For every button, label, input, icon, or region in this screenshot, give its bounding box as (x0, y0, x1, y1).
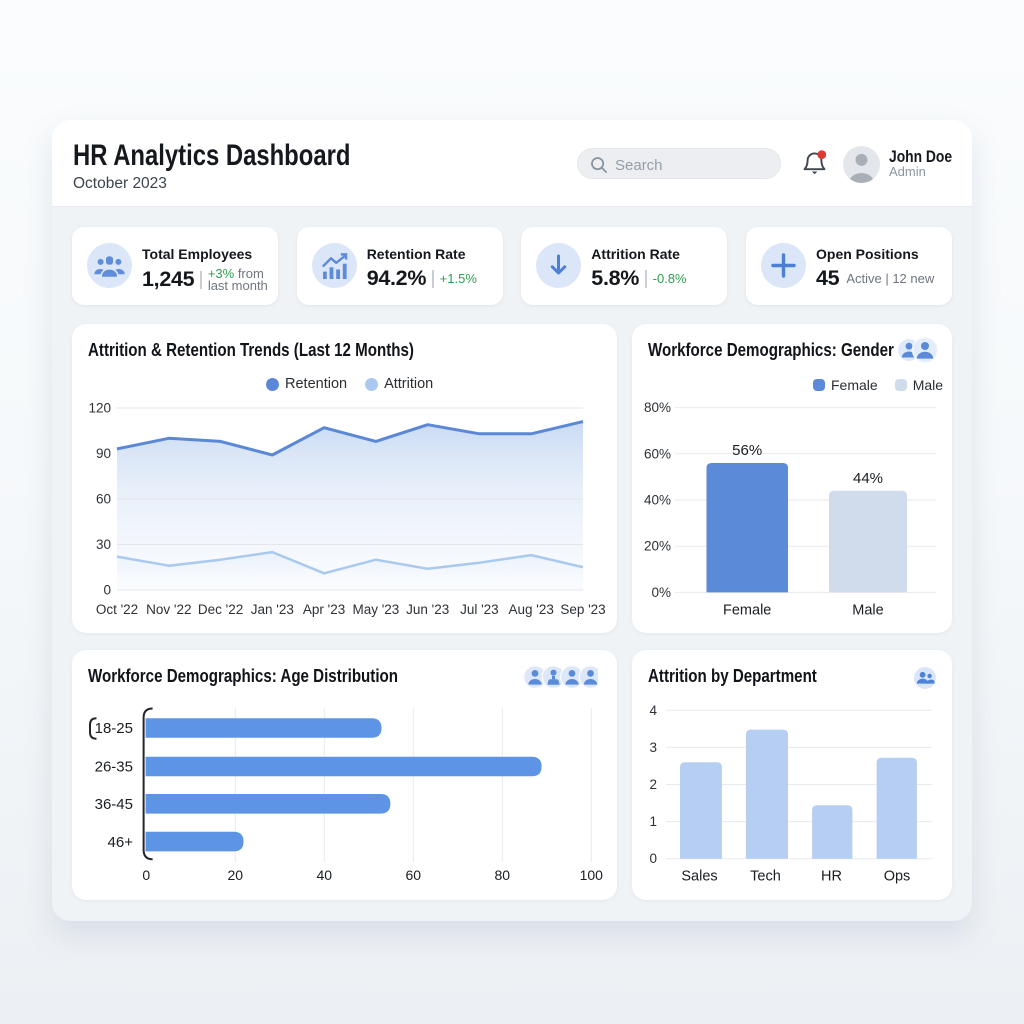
svg-text:Dec '22: Dec '22 (198, 602, 243, 617)
svg-text:120: 120 (88, 401, 111, 416)
svg-text:90: 90 (96, 446, 111, 461)
svg-text:Nov '22: Nov '22 (146, 602, 191, 617)
svg-text:40%: 40% (644, 493, 671, 508)
svg-text:Ops: Ops (884, 869, 911, 885)
svg-text:56%: 56% (732, 442, 762, 459)
svg-text:May '23: May '23 (352, 602, 399, 617)
svg-text:HR: HR (821, 869, 842, 885)
svg-text:30: 30 (96, 537, 111, 552)
svg-text:Male: Male (852, 603, 883, 619)
svg-text:18-25: 18-25 (95, 720, 133, 737)
svg-text:60%: 60% (644, 446, 671, 461)
svg-text:60: 60 (96, 492, 111, 507)
svg-text:20%: 20% (644, 539, 671, 554)
svg-text:Sales: Sales (681, 869, 717, 885)
svg-text:Aug '23: Aug '23 (509, 602, 554, 617)
svg-text:2: 2 (649, 777, 657, 792)
svg-text:Female: Female (723, 603, 771, 619)
svg-text:Jan '23: Jan '23 (251, 602, 294, 617)
svg-text:100: 100 (580, 867, 604, 883)
svg-text:Oct '22: Oct '22 (96, 602, 138, 617)
svg-text:80: 80 (495, 867, 511, 883)
svg-text:20: 20 (228, 867, 244, 883)
svg-text:3: 3 (649, 740, 657, 755)
svg-text:Apr '23: Apr '23 (303, 602, 345, 617)
svg-text:0: 0 (103, 583, 111, 598)
svg-text:Jun '23: Jun '23 (406, 602, 449, 617)
svg-text:Jul '23: Jul '23 (460, 602, 499, 617)
svg-text:36-45: 36-45 (95, 796, 133, 813)
svg-text:0%: 0% (651, 585, 671, 600)
svg-text:60: 60 (406, 867, 422, 883)
svg-text:0: 0 (142, 867, 150, 883)
svg-text:Tech: Tech (750, 869, 781, 885)
svg-text:44%: 44% (853, 470, 883, 487)
svg-text:46+: 46+ (108, 834, 134, 851)
svg-text:4: 4 (649, 703, 657, 718)
svg-text:0: 0 (649, 851, 657, 866)
svg-text:26-35: 26-35 (95, 759, 133, 776)
svg-text:Sep '23: Sep '23 (560, 602, 605, 617)
svg-text:1: 1 (649, 814, 657, 829)
svg-text:80%: 80% (644, 400, 671, 415)
svg-text:40: 40 (317, 867, 333, 883)
